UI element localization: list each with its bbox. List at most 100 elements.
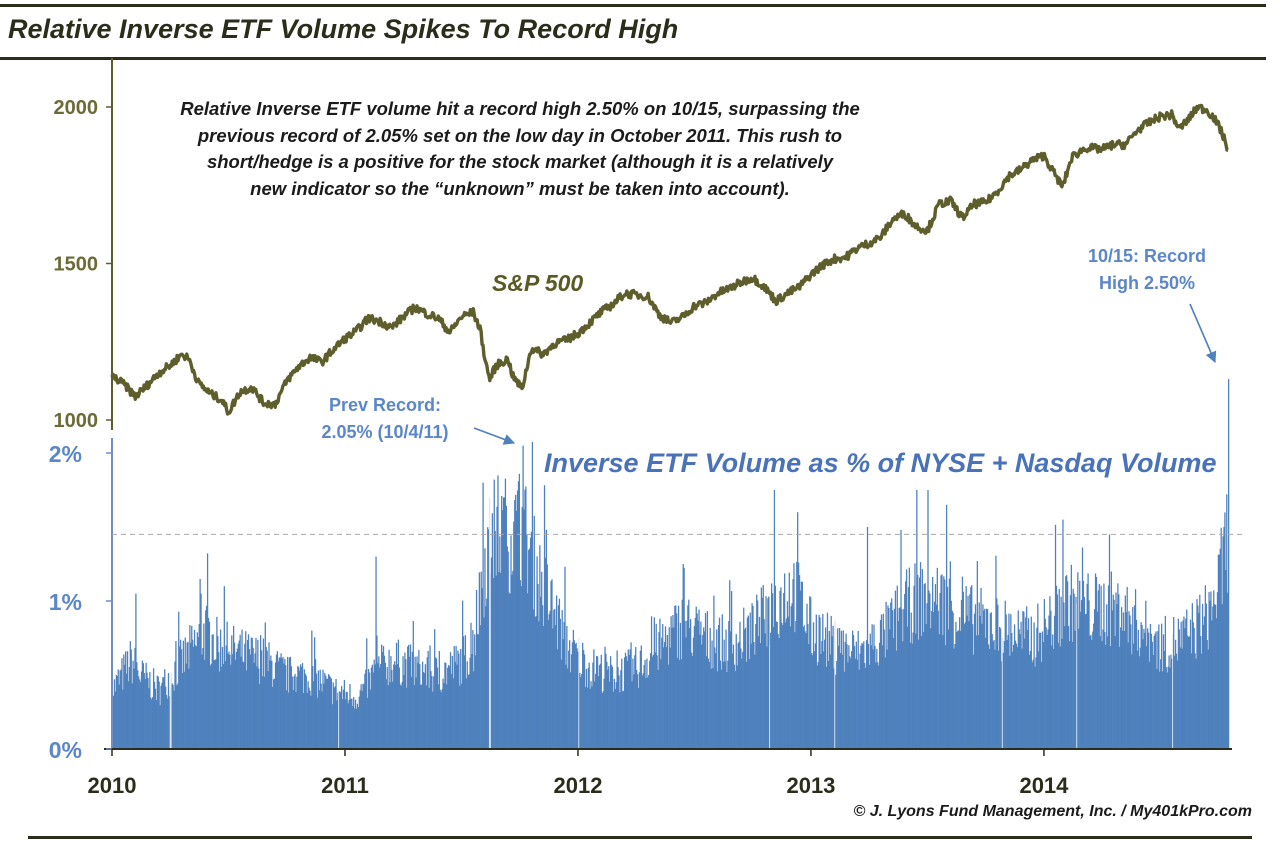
volume-bar bbox=[718, 617, 721, 749]
volume-bar bbox=[1101, 641, 1103, 749]
volume-bar bbox=[658, 632, 660, 749]
volume-bar bbox=[404, 652, 406, 749]
volume-bar bbox=[837, 628, 839, 749]
volume-bar bbox=[531, 441, 534, 749]
volume-bar bbox=[915, 633, 917, 749]
volume-bar bbox=[398, 667, 400, 749]
volume-bar bbox=[1041, 631, 1044, 749]
volume-bar bbox=[1058, 588, 1060, 749]
volume-bar bbox=[130, 649, 132, 749]
volume-bar bbox=[1002, 652, 1005, 749]
volume-bar bbox=[346, 692, 348, 749]
volume-bar bbox=[725, 629, 727, 749]
volume-bar bbox=[1043, 599, 1045, 749]
volume-bar bbox=[475, 655, 477, 749]
volume-bar bbox=[118, 684, 120, 749]
volume-bar bbox=[281, 658, 283, 749]
volume-bar bbox=[208, 621, 211, 749]
volume-bar bbox=[270, 655, 272, 749]
volume-bar bbox=[1119, 646, 1121, 749]
volume-bar bbox=[617, 667, 619, 749]
volume-bar bbox=[502, 497, 505, 749]
volume-bar bbox=[785, 618, 788, 749]
volume-bar bbox=[1199, 594, 1201, 749]
volume-bar bbox=[514, 499, 516, 749]
volume-bar bbox=[851, 630, 854, 749]
volume-bar bbox=[731, 653, 734, 749]
volume-bar bbox=[1098, 584, 1100, 749]
volume-bar bbox=[572, 629, 575, 749]
volume-bar bbox=[1049, 596, 1051, 749]
volume-bar bbox=[1038, 651, 1040, 749]
volume-bar bbox=[186, 642, 188, 749]
volume-bar bbox=[1164, 615, 1166, 749]
volume-bar bbox=[344, 699, 346, 749]
volume-bar bbox=[277, 661, 279, 749]
volume-bar bbox=[161, 682, 163, 749]
volume-bar bbox=[903, 608, 905, 749]
volume-bar bbox=[597, 676, 600, 749]
volume-bar bbox=[674, 605, 676, 749]
volume-bar bbox=[157, 676, 159, 749]
volume-bar bbox=[985, 637, 987, 749]
volume-bar bbox=[1103, 583, 1105, 749]
volume-bar bbox=[822, 613, 824, 749]
volume-bar bbox=[700, 621, 702, 749]
volume-bar bbox=[1200, 636, 1202, 749]
volume-bar bbox=[229, 654, 231, 749]
volume-bar bbox=[797, 562, 800, 749]
volume-bar bbox=[1053, 648, 1055, 749]
volume-bar bbox=[1008, 613, 1010, 749]
volume-bar bbox=[851, 651, 853, 749]
volume-bar bbox=[1181, 648, 1183, 749]
volume-bar bbox=[279, 657, 281, 749]
volume-bar bbox=[964, 622, 966, 749]
volume-bar bbox=[240, 656, 242, 749]
volume-bar bbox=[815, 614, 817, 749]
volume-bar bbox=[595, 673, 597, 749]
volume-bar bbox=[284, 658, 286, 749]
volume-bar bbox=[1025, 617, 1027, 749]
volume-bar bbox=[119, 670, 121, 749]
volume-bar bbox=[308, 687, 310, 749]
volume-bar bbox=[848, 645, 850, 749]
volume-bar bbox=[801, 581, 803, 749]
volume-bar bbox=[269, 660, 271, 749]
volume-bar bbox=[561, 610, 563, 749]
volume-bar bbox=[910, 612, 912, 749]
volume-bar bbox=[361, 691, 363, 749]
volume-bar bbox=[1052, 634, 1054, 749]
volume-bar bbox=[986, 608, 989, 749]
volume-bar bbox=[988, 648, 991, 749]
volume-bar bbox=[940, 575, 942, 749]
volume-bar bbox=[443, 682, 445, 749]
volume-bar bbox=[1066, 575, 1068, 749]
volume-bar bbox=[201, 654, 203, 749]
volume-bar bbox=[425, 685, 427, 749]
volume-bar bbox=[906, 626, 909, 749]
volume-bar bbox=[513, 521, 515, 749]
volume-bar bbox=[389, 682, 391, 749]
volume-bar bbox=[1035, 657, 1037, 749]
volume-bar bbox=[1206, 639, 1208, 749]
volume-bar bbox=[1132, 607, 1134, 749]
volume-bar bbox=[1044, 618, 1046, 749]
volume-bar bbox=[224, 661, 226, 749]
volume-bar bbox=[539, 545, 541, 749]
volume-bar bbox=[676, 613, 678, 749]
volume-bar bbox=[176, 685, 178, 749]
volume-bar bbox=[136, 662, 138, 749]
volume-bar bbox=[268, 642, 270, 749]
volume-bar bbox=[721, 614, 723, 749]
volume-bar bbox=[1084, 614, 1086, 749]
volume-bar bbox=[380, 644, 383, 749]
volume-bar bbox=[952, 612, 954, 749]
volume-bar bbox=[273, 678, 276, 749]
volume-bar bbox=[741, 658, 743, 749]
volume-bar bbox=[163, 677, 165, 749]
annotation-line: Relative Inverse ETF volume hit a record… bbox=[180, 98, 860, 119]
volume-bar bbox=[173, 690, 175, 749]
axes: 1000 1500 2000 0% 1% 2% 2010 2011 2012 2013 2014 bbox=[49, 58, 1246, 798]
volume-bar bbox=[825, 666, 828, 749]
volume-bar bbox=[347, 703, 349, 749]
